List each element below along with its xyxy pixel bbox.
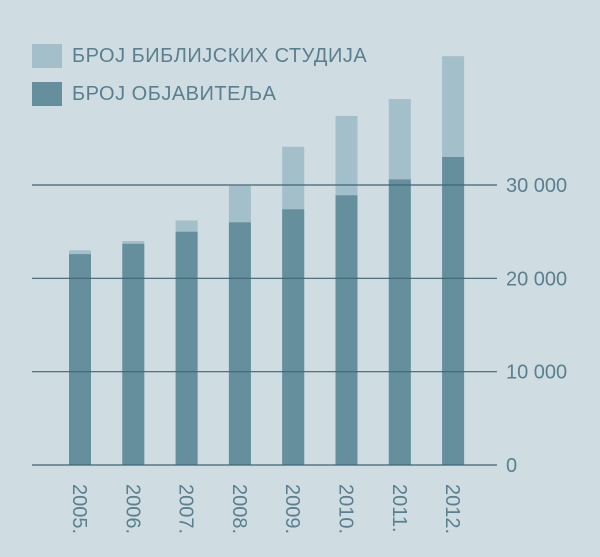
bar-publishers-2011 <box>388 179 411 465</box>
bar-publishers-2007 <box>175 231 198 465</box>
ytick-label: 20 000 <box>506 268 567 290</box>
legend-label-bible-studies: БРОЈ БИБЛИЈСКИХ СТУДИЈА <box>72 44 368 67</box>
legend-swatch-bible-studies <box>32 44 62 68</box>
bar-publishers-2005 <box>69 254 91 465</box>
bar-publishers-2009 <box>282 209 305 465</box>
bar-publishers-2006 <box>122 243 145 465</box>
legend-item-publishers: БРОЈ ОБЈАВИТЕЉА <box>32 82 367 106</box>
xtick-label: 2009. <box>281 484 303 534</box>
legend-label-publishers: БРОЈ ОБЈАВИТЕЉА <box>72 82 277 105</box>
xtick-label: 2007. <box>175 484 197 534</box>
xtick-label: 2012. <box>441 484 463 534</box>
ytick-label: 30 000 <box>506 175 567 197</box>
ytick-label: 0 <box>506 455 517 477</box>
xtick-label: 2010. <box>335 484 357 534</box>
legend-swatch-publishers <box>32 82 62 106</box>
legend: БРОЈ БИБЛИЈСКИХ СТУДИЈА БРОЈ ОБЈАВИТЕЉА <box>32 44 367 120</box>
legend-item-bible-studies: БРОЈ БИБЛИЈСКИХ СТУДИЈА <box>32 44 367 68</box>
bar-publishers-2010 <box>335 195 358 466</box>
bar-publishers-2008 <box>228 222 251 465</box>
ytick-label: 10 000 <box>506 362 567 384</box>
xtick-label: 2005. <box>68 484 90 534</box>
xtick-label: 2011. <box>388 484 410 533</box>
xtick-label: 2006. <box>121 484 143 534</box>
xtick-label: 2008. <box>228 484 250 534</box>
bar-publishers-2012 <box>442 157 465 465</box>
